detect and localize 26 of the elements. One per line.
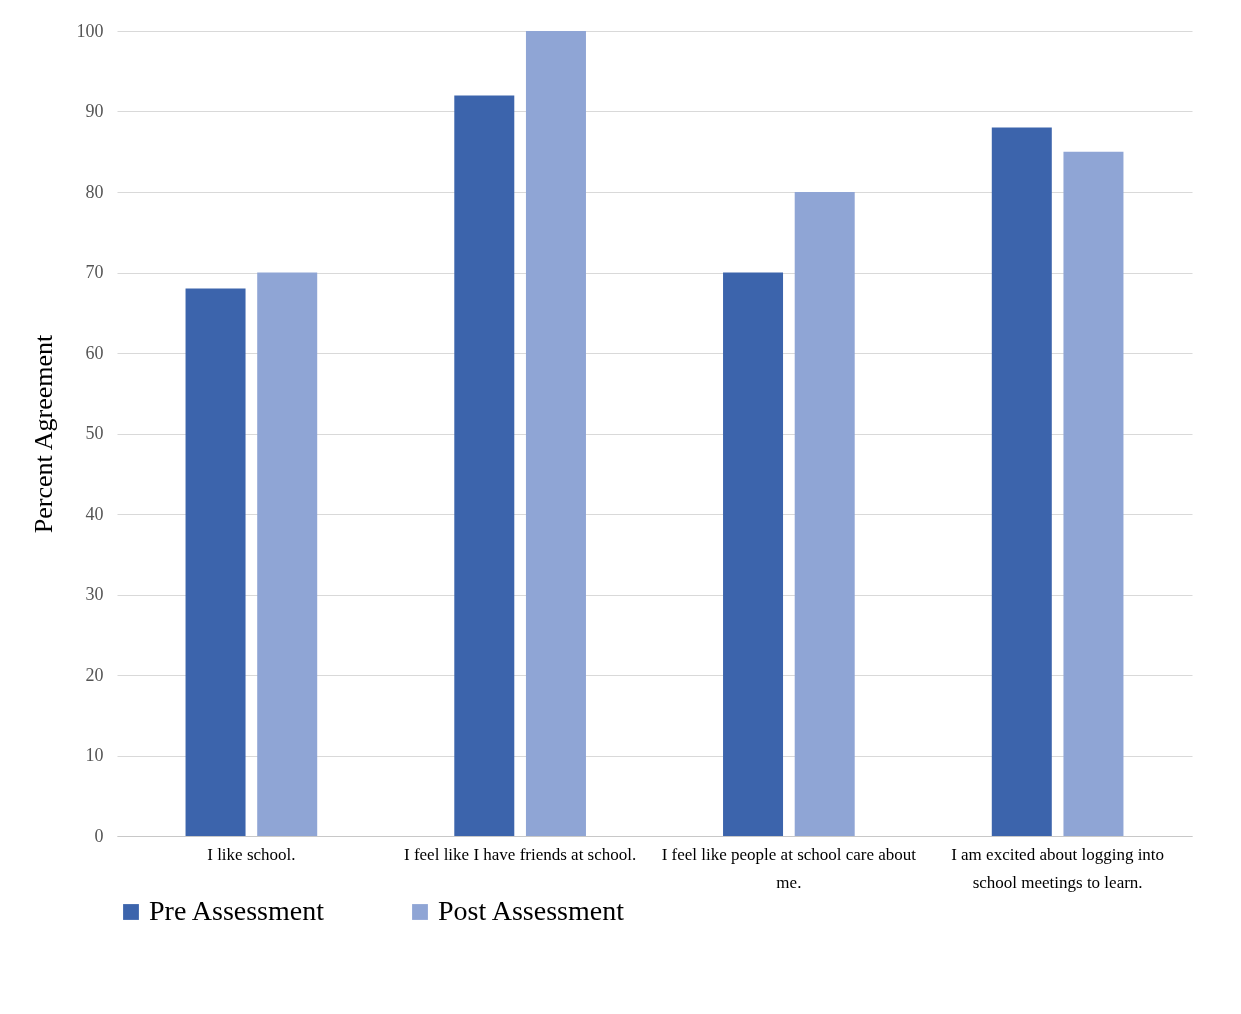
- bar: [723, 272, 784, 836]
- bar: [257, 272, 318, 836]
- y-tick-label: 100: [76, 20, 104, 41]
- y-tick-label: 50: [85, 423, 104, 443]
- x-tick-label: I like school.: [207, 844, 296, 864]
- x-tick-label: I feel like people at school care about me.: [661, 844, 917, 892]
- y-tick-label: 70: [85, 262, 104, 282]
- x-tick-label: I am excited about logging into school meetings to learn.: [951, 844, 1165, 892]
- bar: [185, 288, 246, 836]
- legend-label: Pre Assessment: [149, 895, 325, 926]
- bar: [991, 127, 1052, 836]
- y-tick-label: 40: [85, 503, 104, 524]
- y-tick-label: 10: [85, 745, 104, 765]
- legend-label: Post Assessment: [438, 895, 625, 926]
- y-tick-label: 60: [85, 342, 104, 363]
- bar: [1063, 151, 1124, 836]
- y-tick-label: 30: [85, 584, 104, 604]
- y-tick-label: 20: [85, 664, 104, 685]
- y-axis-title: Percent Agreement: [28, 333, 58, 534]
- bar: [794, 192, 855, 836]
- y-tick-label: 0: [94, 825, 104, 846]
- bar: [525, 31, 586, 836]
- y-tick-label: 80: [85, 181, 104, 202]
- y-tick-label: 90: [85, 101, 104, 121]
- bar: [454, 95, 515, 836]
- x-tick-label: I feel like I have friends at school.: [404, 844, 637, 864]
